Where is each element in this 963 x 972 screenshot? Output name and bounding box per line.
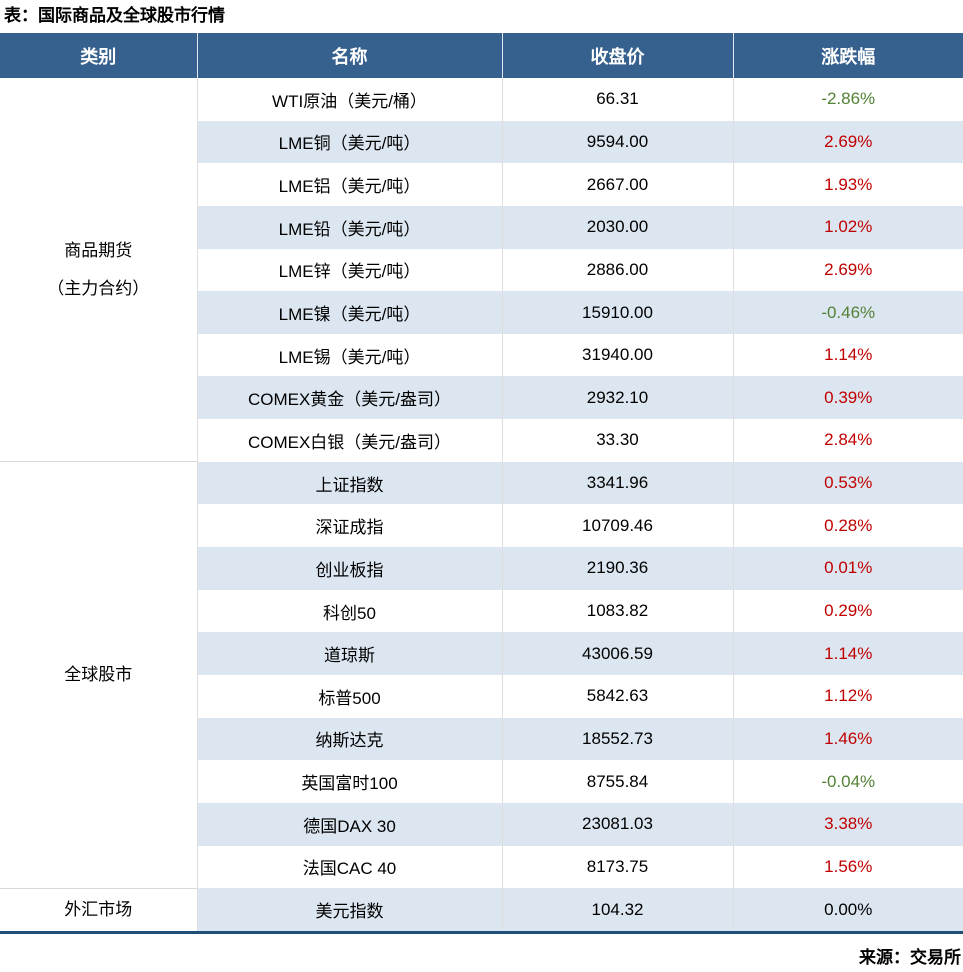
instrument-name-cell: 英国富时100 <box>196 760 502 803</box>
change-percent-cell: 1.46% <box>732 717 963 761</box>
change-percent-cell: 1.56% <box>732 845 963 889</box>
change-percent-cell: 0.39% <box>732 376 963 420</box>
change-percent-cell: 2.69% <box>732 248 963 292</box>
table-row: 科创50 1083.82 0.29% <box>0 589 963 633</box>
change-percent-cell: 0.28% <box>732 504 963 548</box>
instrument-name-cell: WTI原油（美元/桶） <box>196 78 502 121</box>
change-percent-cell: 1.12% <box>732 674 963 718</box>
table-row: 标普500 5842.63 1.12% <box>0 674 963 718</box>
table-row: COMEX黄金（美元/盎司） 2932.10 0.39% <box>0 376 963 420</box>
column-header-change: 涨跌幅 <box>732 33 963 78</box>
instrument-name-cell: COMEX黄金（美元/盎司） <box>196 376 502 420</box>
close-price-cell: 23081.03 <box>501 802 733 846</box>
close-price-cell: 3341.96 <box>501 461 733 505</box>
close-price-cell: 8173.75 <box>501 845 733 889</box>
change-percent-cell: 2.84% <box>732 419 963 462</box>
instrument-name-cell: 标普500 <box>196 674 502 718</box>
close-price-cell: 10709.46 <box>501 504 733 548</box>
close-price-cell: 5842.63 <box>501 674 733 718</box>
close-price-cell: 2030.00 <box>501 205 733 249</box>
change-percent-cell: 1.02% <box>732 205 963 249</box>
change-percent-cell: 1.14% <box>732 632 963 675</box>
close-price-cell: 1083.82 <box>501 589 733 633</box>
table-row: 全球股市 上证指数 3341.96 0.53% <box>0 461 963 889</box>
change-percent-cell: 0.00% <box>732 888 963 933</box>
category-cell: 全球股市 <box>0 461 197 889</box>
table-row: 纳斯达克 18552.73 1.46% <box>0 717 963 761</box>
table-row: LME铅（美元/吨） 2030.00 1.02% <box>0 205 963 249</box>
table-row: 商品期货 （主力合约） WTI原油（美元/桶） 66.31 -2.86% <box>0 78 963 462</box>
instrument-name-cell: LME锌（美元/吨） <box>196 248 502 292</box>
change-percent-cell: 2.69% <box>732 120 963 164</box>
instrument-name-cell: LME锡（美元/吨） <box>196 333 502 377</box>
instrument-name-cell: 创业板指 <box>196 547 502 590</box>
close-price-cell: 15910.00 <box>501 291 733 334</box>
table-row: COMEX白银（美元/盎司） 33.30 2.84% <box>0 419 963 462</box>
table-row: LME镍（美元/吨） 15910.00 -0.46% <box>0 291 963 334</box>
instrument-name-cell: 科创50 <box>196 589 502 633</box>
instrument-name-cell: LME铝（美元/吨） <box>196 163 502 206</box>
market-table: 类别 名称 收盘价 涨跌幅 商品期货 （主力合约） WTI原油（美元/桶） 66.3… <box>0 33 963 935</box>
close-price-cell: 2886.00 <box>501 248 733 292</box>
table-row: LME铝（美元/吨） 2667.00 1.93% <box>0 163 963 206</box>
close-price-cell: 66.31 <box>501 78 733 121</box>
category-cell: 外汇市场 <box>0 887 197 933</box>
table-row: 法国CAC 40 8173.75 1.56% <box>0 845 963 889</box>
category-cell: 商品期货 （主力合约） <box>0 78 197 462</box>
close-price-cell: 43006.59 <box>501 632 733 675</box>
table-row: LME锡（美元/吨） 31940.00 1.14% <box>0 333 963 377</box>
instrument-name-cell: 深证成指 <box>196 504 502 548</box>
close-price-cell: 2190.36 <box>501 547 733 590</box>
change-percent-cell: 0.29% <box>732 589 963 633</box>
close-price-cell: 33.30 <box>501 419 733 462</box>
instrument-name-cell: LME铜（美元/吨） <box>196 120 502 164</box>
table-row: 外汇市场 美元指数 104.32 0.00% <box>0 887 963 933</box>
change-percent-cell: 1.93% <box>732 163 963 206</box>
instrument-name-cell: 道琼斯 <box>196 632 502 675</box>
column-header-close: 收盘价 <box>501 33 733 78</box>
column-header-name: 名称 <box>196 33 502 78</box>
table-row: LME铜（美元/吨） 9594.00 2.69% <box>0 120 963 164</box>
instrument-name-cell: LME镍（美元/吨） <box>196 291 502 334</box>
close-price-cell: 18552.73 <box>501 717 733 761</box>
close-price-cell: 9594.00 <box>501 120 733 164</box>
table-row: 英国富时100 8755.84 -0.04% <box>0 760 963 803</box>
table-row: LME锌（美元/吨） 2886.00 2.69% <box>0 248 963 292</box>
column-header-category: 类别 <box>0 33 197 78</box>
instrument-name-cell: 上证指数 <box>196 461 502 505</box>
change-percent-cell: 3.38% <box>732 802 963 846</box>
instrument-name-cell: 德国DAX 30 <box>196 802 502 846</box>
change-percent-cell: -0.46% <box>732 291 963 334</box>
instrument-name-cell: LME铅（美元/吨） <box>196 205 502 249</box>
instrument-name-cell: 纳斯达克 <box>196 717 502 761</box>
instrument-name-cell: COMEX白银（美元/盎司） <box>196 419 502 462</box>
source-note: 来源：交易所 <box>859 948 961 968</box>
close-price-cell: 8755.84 <box>501 760 733 803</box>
change-percent-cell: -0.04% <box>732 760 963 803</box>
close-price-cell: 2932.10 <box>501 376 733 420</box>
change-percent-cell: 0.53% <box>732 461 963 505</box>
table-row: 深证成指 10709.46 0.28% <box>0 504 963 548</box>
close-price-cell: 2667.00 <box>501 163 733 206</box>
change-percent-cell: 0.01% <box>732 547 963 590</box>
table-row: 创业板指 2190.36 0.01% <box>0 547 963 590</box>
change-percent-cell: 1.14% <box>732 333 963 377</box>
table-row: 德国DAX 30 23081.03 3.38% <box>0 802 963 846</box>
instrument-name-cell: 法国CAC 40 <box>196 845 502 889</box>
header-row: 类别 名称 收盘价 涨跌幅 <box>0 33 963 78</box>
change-percent-cell: -2.86% <box>732 78 963 121</box>
instrument-name-cell: 美元指数 <box>196 888 502 933</box>
close-price-cell: 31940.00 <box>501 333 733 377</box>
table-title: 表：国际商品及全球股市行情 <box>4 6 225 25</box>
close-price-cell: 104.32 <box>501 888 733 933</box>
table-row: 道琼斯 43006.59 1.14% <box>0 632 963 675</box>
